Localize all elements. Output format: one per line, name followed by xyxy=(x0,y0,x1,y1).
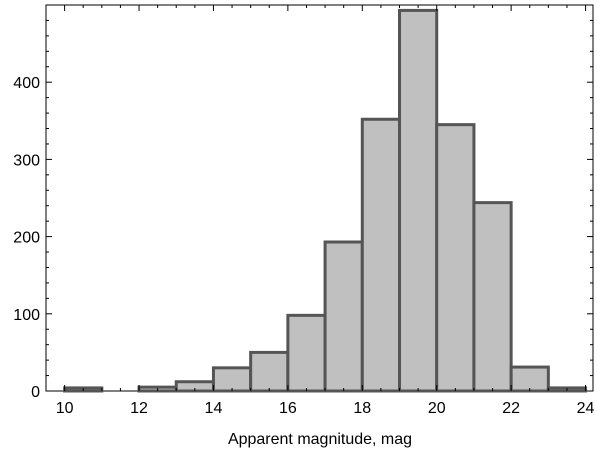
histogram-bar xyxy=(360,117,402,393)
x-tick-label: 24 xyxy=(577,400,595,417)
y-tick-label: 100 xyxy=(13,307,40,324)
x-tick-label: 14 xyxy=(205,400,223,417)
y-tick-label: 400 xyxy=(13,75,40,92)
x-tick-label: 18 xyxy=(353,400,371,417)
x-tick-label: 22 xyxy=(502,400,520,417)
histogram-bar xyxy=(472,201,513,393)
y-tick-label: 0 xyxy=(31,384,40,401)
x-tick-label: 10 xyxy=(56,400,74,417)
histogram-bar xyxy=(398,8,439,393)
histogram-bar xyxy=(286,313,327,393)
histogram-bar xyxy=(435,123,476,393)
x-tick-label: 12 xyxy=(130,400,148,417)
ticks-group: 10 12 14 16 18 20 22 24 0 100 200 300 400 xyxy=(13,5,595,417)
x-axis-label: Apparent magnitude, mag xyxy=(228,431,412,448)
y-tick-label: 200 xyxy=(13,230,40,247)
histogram-bar xyxy=(323,240,364,393)
histogram-bar xyxy=(509,365,550,393)
bars-group xyxy=(63,8,588,393)
histogram-bar xyxy=(249,350,290,393)
y-tick-label: 300 xyxy=(13,152,40,169)
x-tick-label: 20 xyxy=(428,400,446,417)
x-tick-label: 16 xyxy=(279,400,297,417)
histogram-bar xyxy=(211,366,253,393)
